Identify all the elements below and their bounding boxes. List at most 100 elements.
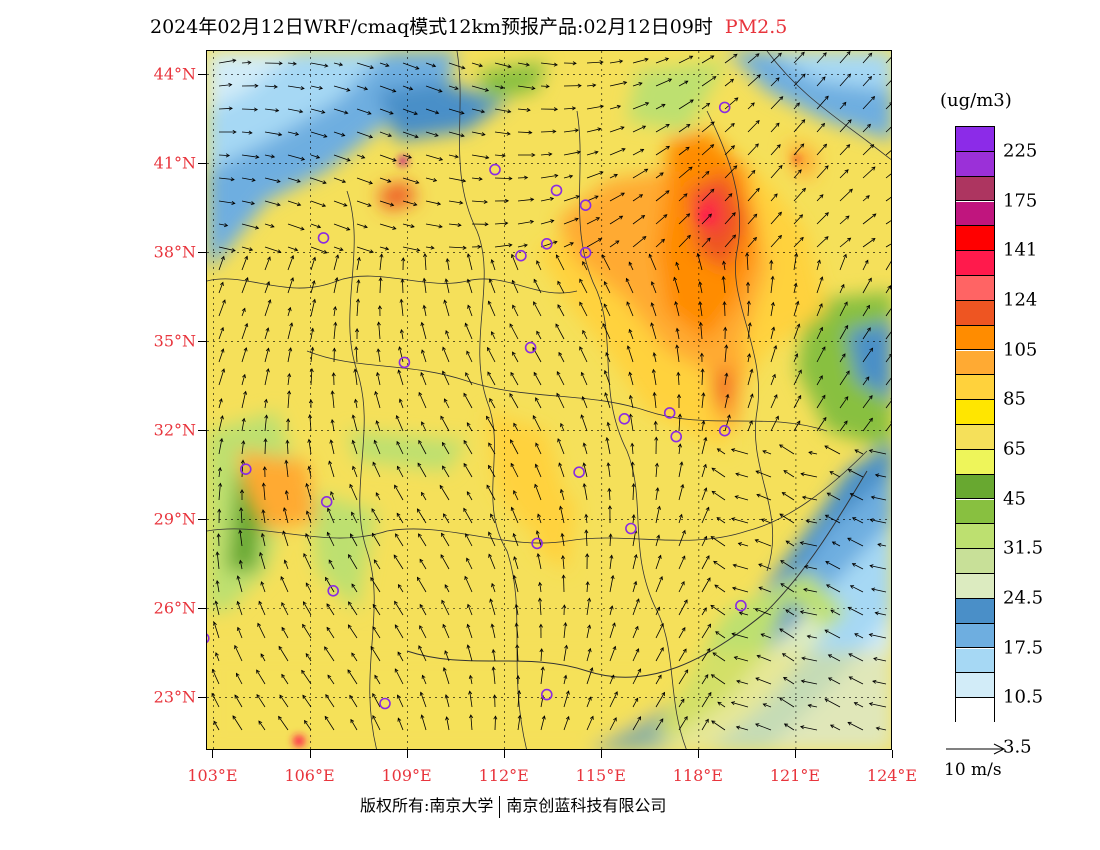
wind-arrow-head	[684, 715, 688, 721]
wind-arrow	[310, 177, 327, 184]
wind-arrow	[264, 256, 271, 271]
wind-arrow	[539, 582, 542, 593]
wind-arrow-head	[675, 344, 680, 349]
wind-arrow	[236, 673, 243, 685]
wind-arrow	[278, 716, 289, 731]
wind-arrow	[355, 346, 358, 363]
wind-arrow	[287, 322, 293, 340]
wind-arrow-head	[533, 278, 538, 283]
lon-tick	[406, 750, 408, 758]
wind-arrow	[286, 440, 289, 455]
wind-arrow	[731, 633, 749, 639]
wind-arrow	[862, 376, 870, 386]
wind-arrow	[869, 450, 887, 455]
wind-arrow-head	[702, 607, 707, 612]
wind-arrow	[303, 553, 312, 570]
wind-arrow	[870, 565, 887, 570]
wind-arrow-head	[698, 321, 703, 326]
wind-arrow	[489, 398, 496, 409]
wind-arrow-head	[549, 197, 555, 201]
wind-arrow-head	[316, 224, 322, 229]
wind-arrow	[875, 612, 887, 616]
wind-arrow-head	[701, 420, 706, 425]
wind-arrow	[816, 395, 826, 409]
wind-arrow	[711, 490, 726, 501]
wind-arrow-head	[270, 154, 276, 159]
wind-arrow-head	[595, 217, 601, 221]
wind-arrow-head	[872, 679, 877, 684]
wind-arrow-head	[715, 631, 720, 635]
wind-arrow-head	[290, 277, 294, 282]
wind-arrow-head	[312, 256, 317, 261]
wind-arrow-head	[369, 65, 374, 70]
wind-arrow	[540, 62, 558, 66]
wind-arrow-head	[586, 597, 592, 602]
wind-arrow-head	[628, 394, 633, 400]
wind-arrow	[734, 656, 749, 662]
wind-arrow-head	[841, 353, 846, 358]
wind-arrow-head	[270, 223, 275, 228]
wind-arrow-head	[410, 224, 415, 228]
wind-arrow	[770, 235, 782, 248]
wind-arrow-head	[806, 634, 811, 639]
colorbar-label: 45	[1003, 488, 1026, 509]
wind-arrow	[655, 623, 664, 639]
wind-arrow	[302, 695, 312, 708]
wind-arrow	[308, 466, 312, 478]
wind-arrow	[793, 369, 802, 386]
wind-arrow	[540, 220, 554, 225]
wind-arrow	[560, 489, 565, 501]
wind-arrow	[471, 85, 489, 91]
colorbar-cell	[956, 673, 994, 699]
wind-arrow	[609, 675, 615, 685]
wind-arrow	[816, 95, 829, 110]
wind-arrow-head	[466, 557, 470, 562]
wind-reference-label: 10 m/s	[944, 760, 1002, 780]
wind-arrow-head	[305, 510, 310, 515]
wind-arrow	[421, 322, 427, 340]
wind-arrow-head	[585, 553, 590, 558]
wind-arrow-head	[734, 495, 739, 500]
wind-arrow-head	[419, 558, 424, 563]
lat-tick	[198, 696, 206, 698]
wind-arrow	[494, 244, 512, 248]
wind-arrow	[488, 554, 496, 570]
wind-arrow	[586, 217, 600, 225]
wind-arrow	[724, 78, 734, 87]
wind-arrow	[731, 702, 749, 708]
wind-arrow	[356, 154, 365, 159]
wind-arrow-head	[401, 257, 406, 262]
wind-arrow-head	[714, 584, 719, 589]
wind-arrow-head	[799, 610, 805, 615]
wind-arrow	[492, 649, 496, 662]
wind-arrow	[609, 646, 616, 662]
wind-arrow	[701, 392, 704, 409]
wind-arrow-head	[603, 303, 608, 308]
wind-arrow-head	[575, 195, 580, 199]
wind-arrow-head	[432, 178, 438, 182]
wind-arrow-head	[321, 109, 326, 114]
wind-arrow-head	[374, 390, 379, 396]
wind-arrow-head	[872, 213, 877, 218]
wind-arrow	[310, 200, 326, 207]
wind-arrow	[241, 323, 248, 340]
lon-tick	[697, 750, 699, 758]
wind-arrow	[393, 554, 404, 570]
wind-arrow	[608, 488, 611, 501]
wind-arrow-head	[722, 300, 727, 306]
wind-arrow	[448, 85, 459, 90]
wind-arrow-head	[821, 76, 826, 81]
wind-arrow	[604, 392, 611, 409]
wind-arrow	[376, 372, 381, 386]
wind-arrow-head	[870, 587, 876, 592]
wind-arrow	[780, 583, 795, 593]
wind-arrow	[747, 74, 761, 87]
wind-arrow-head	[779, 628, 784, 633]
wind-arrow-head	[302, 623, 306, 629]
wind-arrow	[724, 234, 736, 248]
wind-arrow-head	[628, 371, 633, 376]
wind-arrow-head	[396, 465, 401, 470]
wind-arrow	[352, 440, 358, 455]
wind-arrow	[862, 327, 871, 340]
wind-arrow	[731, 449, 749, 455]
